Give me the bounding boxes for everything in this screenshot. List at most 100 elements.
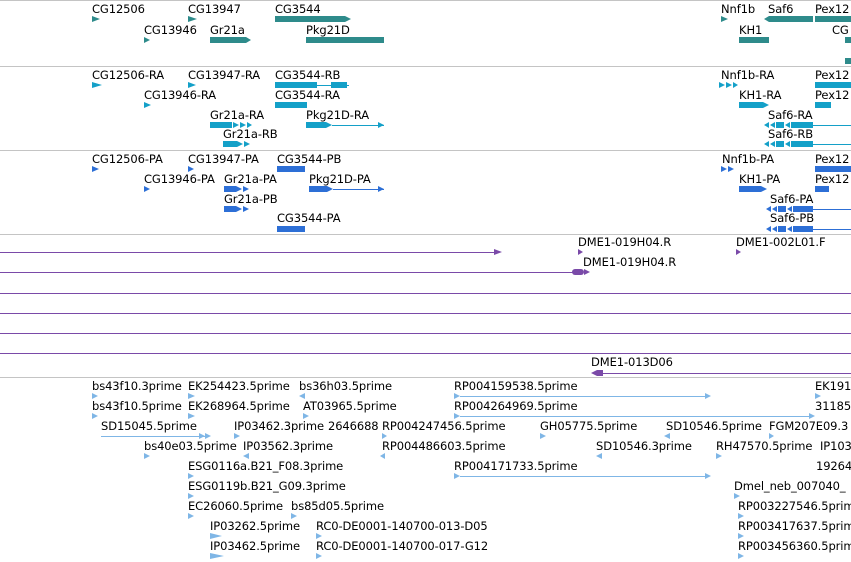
protein-feature[interactable] [236,206,242,212]
transcript-label[interactable]: Nnf1b-RA [721,68,775,82]
est-label[interactable]: FGM207E09.3 [769,419,849,433]
est-feature[interactable] [188,493,194,499]
protein-feature[interactable] [277,166,305,172]
protein-feature[interactable] [224,206,236,212]
est-label[interactable]: EK254423.5prime [188,379,290,393]
est-label[interactable]: 31185 [815,399,851,413]
transcript-feature[interactable] [326,122,332,128]
est-feature[interactable] [234,433,240,439]
protein-feature[interactable] [787,206,792,212]
est-feature[interactable] [92,393,98,399]
clone-label[interactable]: DME1-013D06 [591,355,673,369]
protein-feature[interactable] [188,166,194,172]
transcript-feature[interactable] [233,122,239,128]
protein-label[interactable]: Saf6-PA [770,192,814,206]
transcript-label[interactable]: Pkg21D-RA [306,108,370,122]
transcript-feature[interactable] [275,82,317,88]
gene-feature[interactable] [144,37,150,43]
est-feature[interactable] [210,553,224,559]
est-label[interactable]: EC26060.5prime [188,499,283,513]
est-label[interactable]: EK268964.5prime [188,399,290,413]
protein-feature[interactable] [793,226,813,232]
protein-feature[interactable] [815,166,851,172]
transcript-feature[interactable] [378,122,384,128]
gene-label[interactable]: Pkg21D [306,23,350,37]
est-feature[interactable] [705,393,711,399]
est-feature[interactable] [734,493,740,499]
gene-label[interactable]: Pex12 [815,2,850,16]
transcript-feature[interactable] [719,82,725,88]
gene-feature[interactable] [739,37,769,43]
est-label[interactable]: Dmel_neb_007040_ [734,479,846,493]
protein-label[interactable]: Pkg21D-PA [309,172,371,186]
transcript-feature[interactable] [188,82,196,88]
est-label[interactable]: ESG0119b.B21_G09.3prime [188,479,346,493]
est-label[interactable]: RP003456360.5prime [738,539,851,553]
transcript-feature[interactable] [726,82,732,88]
protein-feature[interactable] [243,206,249,212]
gene-label[interactable]: CG13947 [188,2,241,16]
gene-feature[interactable] [764,16,769,22]
est-feature[interactable] [210,533,222,539]
gene-label[interactable]: CG [832,23,849,37]
est-label[interactable]: SD10546.5prime [666,419,762,433]
est-label[interactable]: SD15045.5prime [101,419,197,433]
transcript-label[interactable]: Gr21a-RB [223,127,278,141]
transcript-feature[interactable] [144,102,151,108]
protein-label[interactable]: CG13946-PA [144,172,215,186]
clone-line[interactable] [603,373,851,374]
protein-feature[interactable] [787,226,792,232]
est-label[interactable]: bs85d05.5prime [291,499,384,513]
transcript-feature[interactable] [776,141,784,147]
transcript-feature[interactable] [791,141,813,147]
protein-label[interactable]: CG12506-PA [92,152,163,166]
protein-label[interactable]: Nnf1b-PA [722,152,774,166]
est-label[interactable]: RC0-DE0001-140700-013-D05 [316,519,488,533]
protein-label[interactable]: KH1-PA [739,172,781,186]
transcript-label[interactable]: Saf6-RA [768,108,813,122]
est-feature[interactable] [144,453,150,459]
est-label[interactable]: bs36h03.5prime [299,379,392,393]
est-label[interactable]: IP03462.3prime [234,419,324,433]
est-label[interactable]: bs40e03.5prime [144,439,237,453]
protein-feature[interactable] [378,186,384,192]
protein-feature[interactable] [144,186,150,192]
transcript-feature[interactable] [275,102,307,108]
est-label[interactable]: 2646688 [328,419,379,433]
est-label[interactable]: RP004247456.5prime [382,419,506,433]
clone-label[interactable]: DME1-019H04.R [583,255,677,269]
protein-feature[interactable] [772,206,777,212]
transcript-label[interactable]: Gr21a-RA [210,108,265,122]
protein-feature[interactable] [778,226,786,232]
est-feature[interactable] [291,513,297,519]
clone-end[interactable] [584,269,590,275]
transcript-feature[interactable] [815,102,831,108]
gene-feature[interactable] [92,16,100,22]
est-feature[interactable] [316,533,322,539]
gene-label[interactable]: CG12506 [92,2,145,16]
transcript-feature[interactable] [247,122,252,128]
est-feature[interactable] [664,433,670,439]
est-label[interactable]: ESG0116a.B21_F08.3prime [188,459,344,473]
est-label[interactable]: GH05775.5prime [540,419,638,433]
gene-feature[interactable] [306,37,384,43]
est-feature[interactable] [199,433,205,439]
est-label[interactable]: AT03965.5prime [303,399,397,413]
est-feature[interactable] [382,433,387,439]
protein-feature[interactable] [309,186,327,192]
transcript-feature[interactable] [306,122,326,128]
est-feature[interactable] [454,413,460,419]
protein-label[interactable]: Gr21a-PA [224,172,277,186]
transcript-feature[interactable] [764,122,769,128]
clone-line[interactable] [0,272,580,273]
est-label[interactable]: IP03262.5prime [210,519,300,533]
clone-end[interactable] [597,370,603,376]
est-feature[interactable] [188,393,195,399]
est-label[interactable]: bs43f10.3prime [92,379,182,393]
transcript-feature[interactable] [331,82,347,88]
protein-feature[interactable] [243,186,249,192]
est-label[interactable]: SD10546.3prime [596,439,692,453]
protein-feature[interactable] [739,186,761,192]
protein-feature[interactable] [327,186,333,192]
clone-label[interactable]: DME1-019H04.R [578,235,672,249]
